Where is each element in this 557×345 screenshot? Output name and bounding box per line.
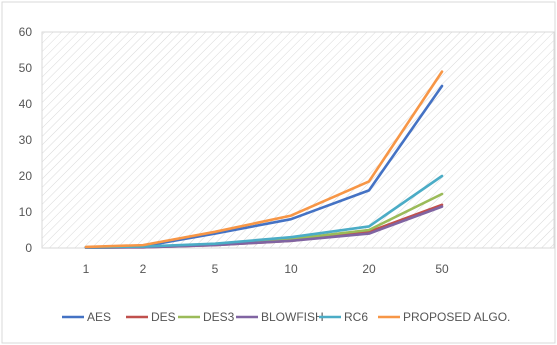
x-tick-label: 20 [362, 262, 376, 276]
series-line-proposed-algo [84, 70, 444, 249]
y-tick-label: 50 [19, 61, 33, 75]
y-axis-ticks: 0 10 20 30 40 50 60 [19, 25, 33, 255]
legend: AES DES DES3 BLOWFISH RC6 PROPOSED ALGO. [62, 310, 510, 324]
x-tick-label: 2 [140, 262, 147, 276]
x-tick-label: 1 [83, 262, 90, 276]
x-tick-label: 10 [284, 262, 298, 276]
x-axis-ticks: 1 2 5 10 20 50 [83, 262, 449, 276]
y-tick-label: 0 [25, 241, 32, 255]
legend-label: BLOWFISH [261, 310, 324, 324]
legend-label: DES [151, 310, 176, 324]
legend-label: DES3 [203, 310, 235, 324]
y-tick-label: 30 [19, 133, 33, 147]
legend-label: RC6 [344, 310, 368, 324]
y-tick-label: 60 [19, 25, 33, 39]
y-tick-label: 40 [19, 97, 33, 111]
legend-label: PROPOSED ALGO. [403, 310, 510, 324]
y-tick-label: 20 [19, 169, 33, 183]
x-tick-label: 5 [212, 262, 219, 276]
y-tick-label: 10 [19, 205, 33, 219]
series-lines [84, 70, 444, 249]
legend-label: AES [87, 310, 111, 324]
x-tick-label: 50 [435, 262, 449, 276]
